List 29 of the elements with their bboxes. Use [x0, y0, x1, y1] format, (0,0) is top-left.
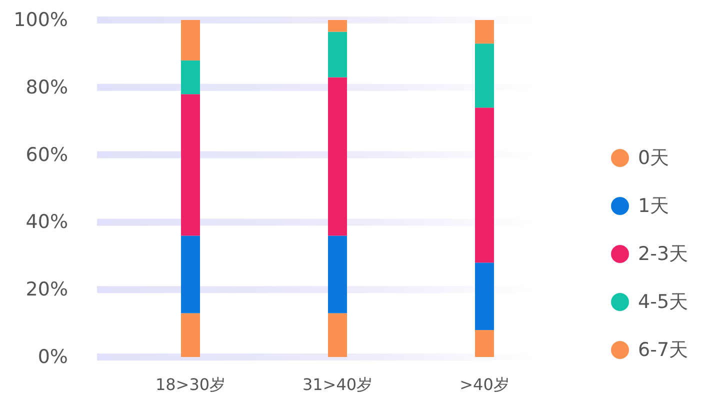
bar	[475, 262, 494, 330]
legend-label: 4-5天	[638, 291, 688, 313]
legend-label: 1天	[638, 195, 670, 217]
legend-label: 6-7天	[638, 339, 688, 361]
bar	[181, 60, 200, 94]
bar	[181, 20, 200, 60]
bar	[475, 44, 494, 108]
y-tick-label: 20%	[26, 278, 68, 301]
bar	[181, 236, 200, 314]
bar	[475, 108, 494, 263]
bar	[181, 313, 200, 357]
bar	[328, 313, 347, 357]
legend-label: 2-3天	[638, 243, 688, 265]
x-tick-label: 31>40岁	[302, 375, 373, 394]
x-tick-label: >40岁	[460, 375, 510, 394]
bar	[328, 77, 347, 236]
y-tick-label: 80%	[26, 76, 68, 98]
bar	[328, 32, 347, 78]
x-tick-label: 18>30岁	[155, 375, 226, 394]
bar	[475, 20, 494, 44]
bar	[475, 330, 494, 357]
y-tick-label: 100%	[14, 9, 68, 31]
bar	[328, 236, 347, 314]
y-tick-label: 40%	[26, 211, 68, 234]
bar	[181, 94, 200, 236]
bar	[328, 20, 347, 32]
y-tick-label: 60%	[26, 144, 68, 166]
y-tick-label: 0%	[38, 346, 68, 368]
legend-label: 0天	[638, 147, 670, 169]
